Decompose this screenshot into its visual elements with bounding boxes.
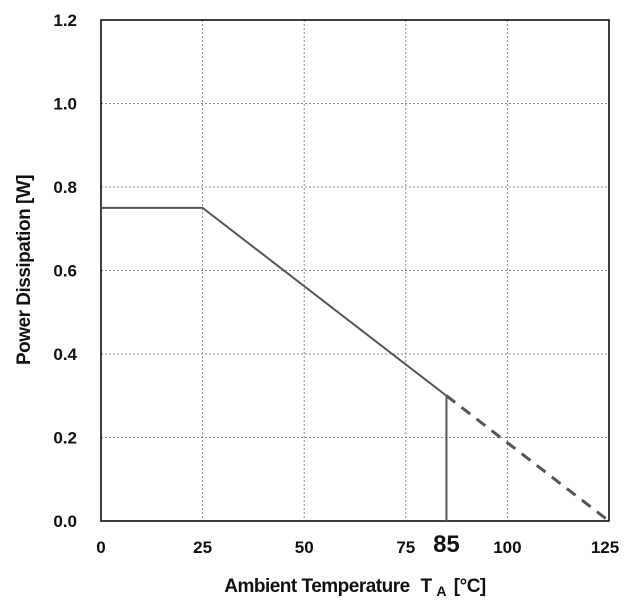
y-tick-label: 0.4 <box>53 345 77 364</box>
x-tick-label: 50 <box>295 538 314 557</box>
x-axis-title-text: Ambient Temperature <box>224 576 409 597</box>
y-tick-label: 0.6 <box>53 262 77 281</box>
derating-line-solid <box>101 206 448 397</box>
y-tick-label: 0.8 <box>53 178 77 197</box>
x-tick-label: 25 <box>193 538 212 557</box>
derating-line-dashed <box>445 394 610 523</box>
x-tick-label: 0 <box>96 538 105 557</box>
y-tick-label: 0.0 <box>53 512 77 531</box>
x-axis-title-unit: [°C] <box>454 576 486 597</box>
x-axis-title-symbol: T <box>420 576 432 597</box>
x-tick-label: 75 <box>396 538 415 557</box>
x-tick-label: 125 <box>591 538 619 557</box>
x-tick-label: 100 <box>493 538 521 557</box>
y-tick-label: 0.2 <box>53 429 77 448</box>
x-axis-title: Ambient Temperature T A [°C] <box>224 576 486 601</box>
x-tick-labels: 0 25 50 75 85 100 125 <box>96 531 619 558</box>
x-tick-label: 85 <box>433 531 460 558</box>
x-axis-title-subscript: A <box>436 583 446 599</box>
grid-lines <box>101 20 609 521</box>
series-layer <box>101 206 610 523</box>
y-axis-title: Power Dissipation [W] <box>14 175 35 365</box>
y-tick-label: 1.2 <box>53 11 77 30</box>
plot-frame <box>100 19 610 522</box>
y-tick-labels: 0.0 0.2 0.4 0.6 0.8 1.0 1.2 <box>53 11 77 531</box>
y-tick-label: 1.0 <box>53 95 77 114</box>
